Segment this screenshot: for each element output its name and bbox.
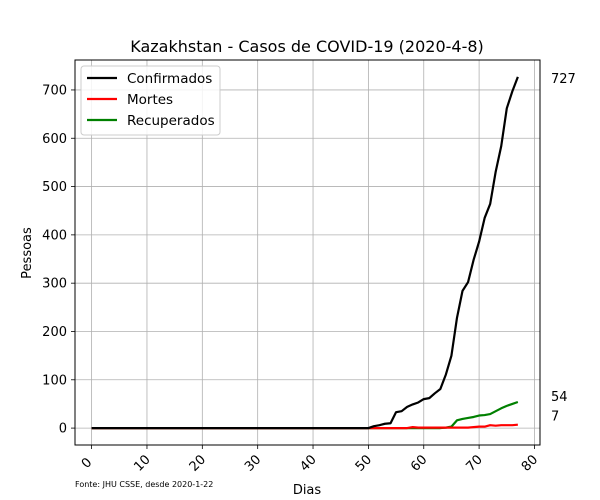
y-tick-label: 400 xyxy=(42,228,67,243)
series-line-recuperados xyxy=(91,400,519,430)
y-tick-label: 0 xyxy=(59,422,67,437)
series-line-confirmados xyxy=(91,76,519,430)
end-label: 54 xyxy=(551,390,568,405)
x-tick-label: 70 xyxy=(463,452,485,474)
x-axis-ticks: 0 10 20 30 40 50 60 70 80 xyxy=(79,445,541,475)
end-value-labels: 727 54 7 xyxy=(551,72,576,425)
y-tick-label: 600 xyxy=(42,132,67,147)
x-tick-label: 30 xyxy=(242,452,264,474)
legend-label-mortes: Mortes xyxy=(127,92,173,108)
x-tick-label: 80 xyxy=(519,452,541,474)
plot-frame xyxy=(74,59,541,446)
end-label: 7 xyxy=(551,410,559,425)
legend-label-confirmados: Confirmados xyxy=(127,71,212,87)
y-tick-label: 200 xyxy=(42,325,67,340)
x-tick-label: 20 xyxy=(187,452,209,474)
series-lines xyxy=(91,76,519,430)
x-tick-label: 60 xyxy=(408,452,430,474)
y-tick-label: 700 xyxy=(42,83,67,98)
legend: Confirmados Mortes Recuperados xyxy=(80,65,221,136)
x-tick-label: 40 xyxy=(297,452,319,474)
x-tick-label: 50 xyxy=(353,452,375,474)
y-tick-label: 300 xyxy=(42,277,67,292)
y-tick-label: 500 xyxy=(42,180,67,195)
chart-title: Kazakhstan - Casos de COVID-19 (2020-4-8… xyxy=(130,37,484,56)
end-label: 727 xyxy=(551,72,576,87)
y-axis-ticks: 0 100 200 300 400 500 600 700 xyxy=(42,83,75,437)
legend-label-recuperados: Recuperados xyxy=(127,113,215,129)
x-tick-label: 0 xyxy=(79,455,95,471)
y-tick-label: 100 xyxy=(42,373,67,388)
x-tick-label: 10 xyxy=(131,452,153,474)
source-note: Fonte: JHU CSSE, desde 2020-1-22 xyxy=(75,480,213,489)
x-axis-label: Dias xyxy=(293,483,322,498)
y-axis-label: Pessoas xyxy=(20,227,35,279)
grid-lines xyxy=(75,60,540,445)
legend-box xyxy=(80,65,221,136)
